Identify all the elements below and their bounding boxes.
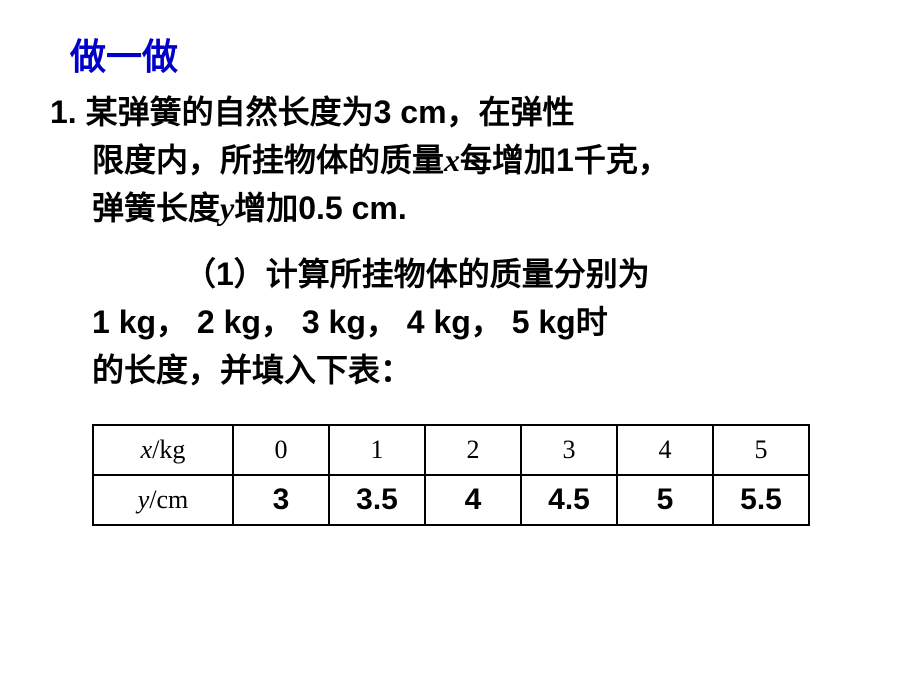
- problem-statement: 1. 某弹簧的自然长度为3 cm，在弹性 限度内，所挂物体的质量x每增加1千克，…: [50, 88, 870, 232]
- y-cell: 5.5: [713, 475, 809, 525]
- table-row-y: y/cm 3 3.5 4 4.5 5 5.5: [93, 475, 809, 525]
- y-cell: 4.5: [521, 475, 617, 525]
- x-cell: 1: [329, 425, 425, 475]
- slide-content: 做一做 1. 某弹簧的自然长度为3 cm，在弹性 限度内，所挂物体的质量x每增加…: [0, 0, 920, 526]
- x-cell: 0: [233, 425, 329, 475]
- table-row-x: x/kg 0 1 2 3 4 5: [93, 425, 809, 475]
- y-cell: 3.5: [329, 475, 425, 525]
- x-cell: 4: [617, 425, 713, 475]
- x-cell: 2: [425, 425, 521, 475]
- section-title: 做一做: [70, 28, 870, 80]
- x-cell: 3: [521, 425, 617, 475]
- data-table: x/kg 0 1 2 3 4 5 y/cm 3 3.5 4 4.5 5 5.5: [92, 424, 810, 526]
- x-cell: 5: [713, 425, 809, 475]
- variable-y: y: [220, 190, 234, 226]
- variable-x: x: [444, 142, 460, 178]
- sub-question-line-2: 1 kg， 2 kg， 3 kg， 4 kg， 5 kg时: [50, 298, 870, 346]
- sub-question-line-3: 的长度，并填入下表：: [50, 346, 870, 394]
- y-label-cell: y/cm: [93, 475, 233, 525]
- problem-line-1: 1. 某弹簧的自然长度为3 cm，在弹性: [50, 88, 870, 136]
- y-cell: 3: [233, 475, 329, 525]
- problem-line-3: 弹簧长度y增加0.5 cm.: [50, 184, 870, 232]
- y-cell: 5: [617, 475, 713, 525]
- y-cell: 4: [425, 475, 521, 525]
- data-table-wrap: x/kg 0 1 2 3 4 5 y/cm 3 3.5 4 4.5 5 5.5: [92, 424, 870, 526]
- x-label-cell: x/kg: [93, 425, 233, 475]
- sub-question-line-1: （1）计算所挂物体的质量分别为: [50, 250, 870, 298]
- problem-line-2: 限度内，所挂物体的质量x每增加1千克，: [50, 136, 870, 184]
